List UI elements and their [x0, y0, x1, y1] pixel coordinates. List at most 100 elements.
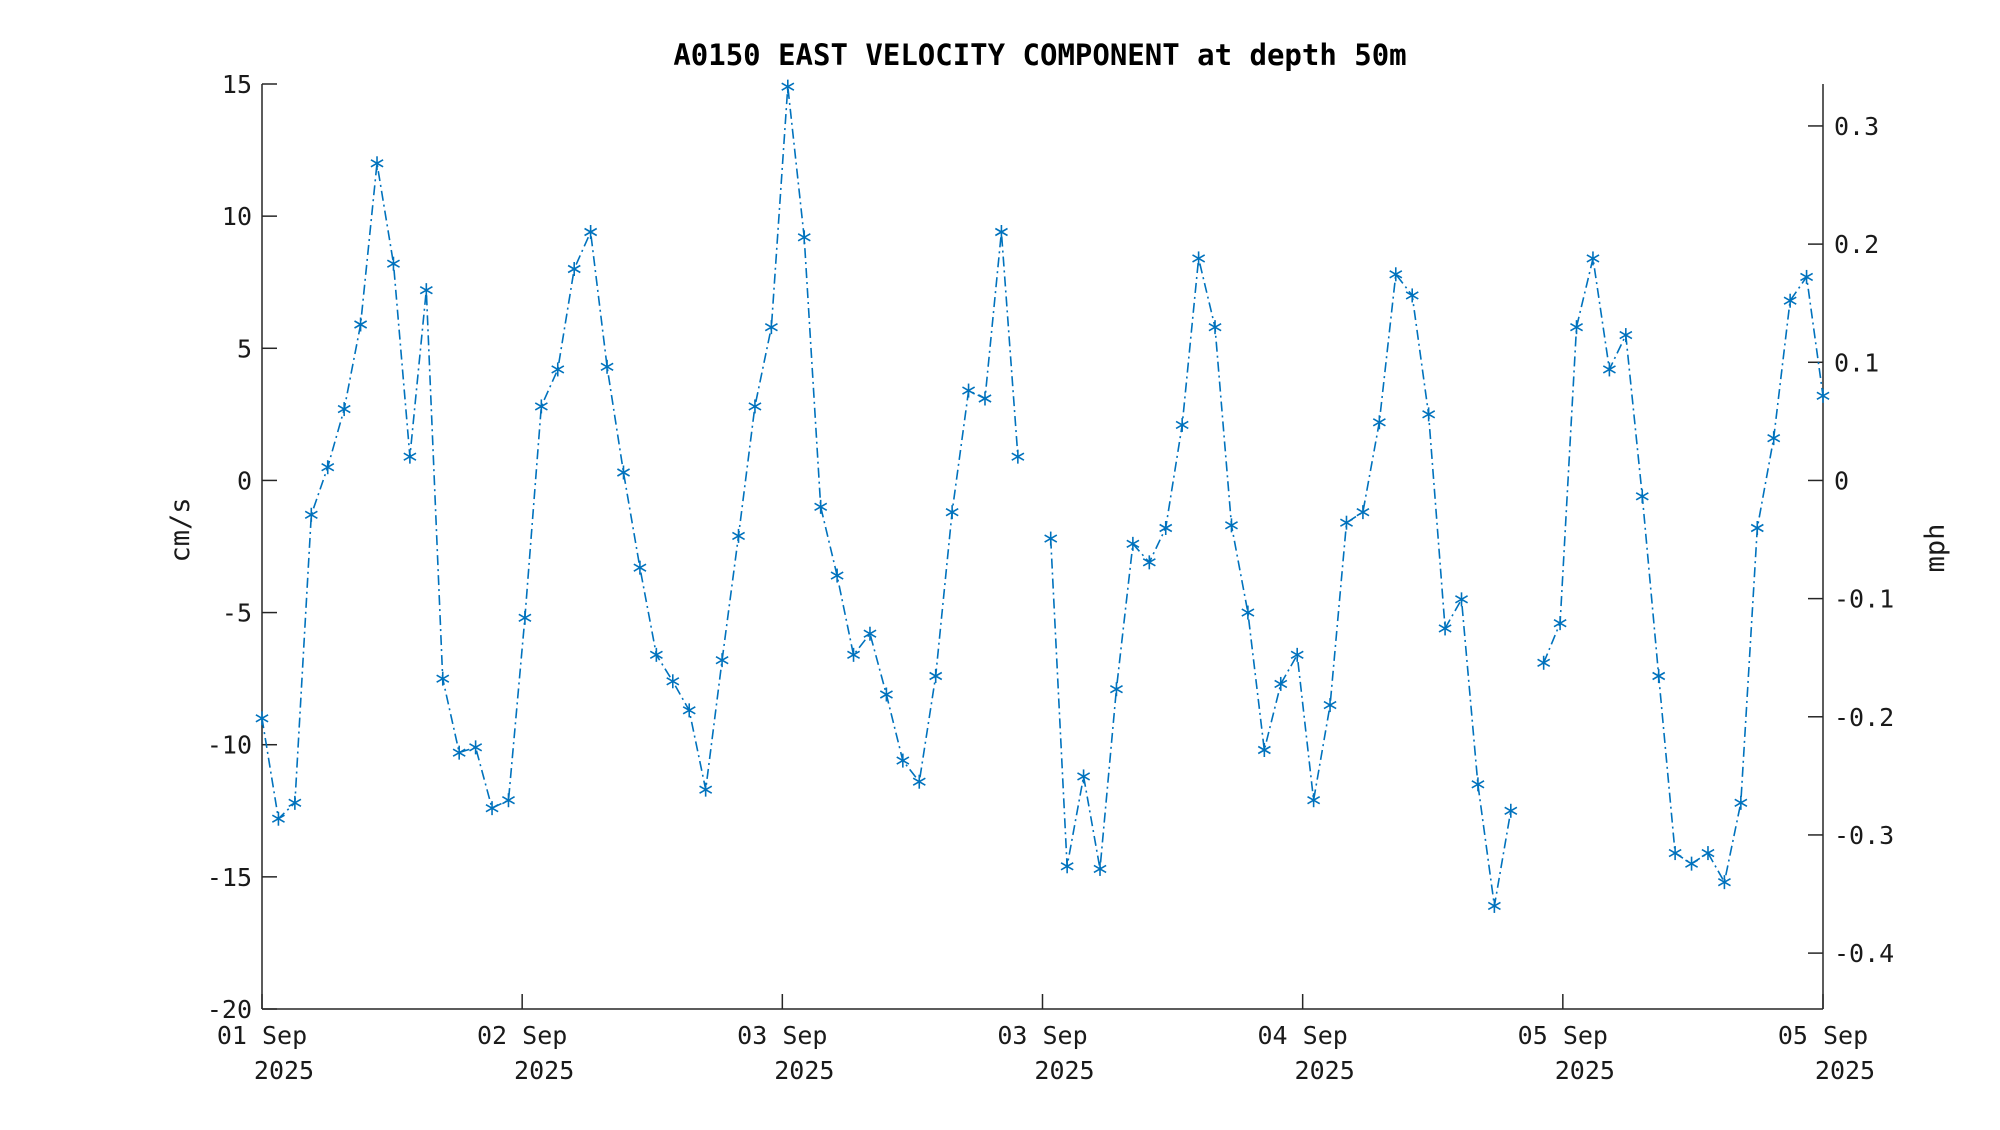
data-point	[1339, 515, 1353, 530]
y2-tick-label: 0	[1834, 466, 1849, 495]
data-point	[1553, 616, 1567, 631]
data-point	[1438, 621, 1452, 636]
data-point	[600, 359, 614, 374]
data-point	[649, 647, 663, 662]
data-point	[1011, 449, 1025, 464]
data-point	[896, 753, 910, 768]
x-tick-label-year: 2025	[1815, 1056, 1875, 1085]
data-point	[1537, 655, 1551, 670]
data-point	[863, 626, 877, 641]
data-point	[1323, 698, 1337, 713]
data-point	[354, 317, 368, 332]
data-point	[567, 262, 581, 276]
y-tick-label: 0	[237, 466, 252, 495]
y2-tick-label: 0.2	[1834, 230, 1879, 259]
data-point	[699, 782, 713, 797]
y2-tick-label: -0.2	[1834, 703, 1894, 732]
y-tick-label: 5	[237, 334, 252, 363]
data-point	[1717, 875, 1731, 890]
data-point	[764, 320, 778, 335]
data-point	[1652, 669, 1666, 683]
y-tick-label: -20	[207, 995, 252, 1024]
data-point	[1257, 743, 1271, 757]
data-point	[1224, 518, 1238, 533]
data-point	[386, 256, 400, 271]
x-tick-label-date: 05 Sep	[1778, 1021, 1868, 1050]
data-point	[781, 79, 795, 94]
data-point	[1619, 328, 1633, 343]
data-point	[534, 399, 548, 414]
data-point	[666, 674, 680, 689]
y2-tick-label: -0.1	[1834, 585, 1894, 614]
data-point	[1455, 592, 1468, 607]
data-point	[1816, 388, 1830, 403]
data-point	[978, 391, 992, 406]
data-point	[419, 283, 433, 298]
data-point	[1635, 489, 1649, 504]
y-tick-label: 15	[222, 70, 252, 99]
data-point	[1783, 293, 1797, 308]
axes: 15 10 5 0 -5 -10 -15 -20 0.3 0.2 0.1 0 -0.1 -0.2 -0.3 -…	[207, 70, 1894, 1085]
data-point	[1767, 431, 1781, 446]
data-point	[501, 793, 515, 808]
data-point	[994, 225, 1008, 239]
data-point	[1126, 536, 1140, 551]
data-point	[1044, 531, 1058, 546]
data-point	[255, 711, 269, 726]
data-point	[1734, 795, 1748, 810]
y-tick-label: -10	[207, 731, 252, 760]
x-tick-label-date: 02 Sep	[477, 1021, 567, 1050]
data-point	[1274, 676, 1288, 691]
data-point	[452, 745, 466, 760]
data-point	[1800, 269, 1814, 284]
data-point	[321, 460, 335, 475]
data-point	[1142, 555, 1156, 570]
data-point	[1356, 505, 1370, 520]
x-tick-label-date: 03 Sep	[737, 1021, 827, 1050]
y2-tick-label: 0.1	[1834, 348, 1879, 377]
y-tick-label: -5	[222, 599, 252, 628]
data-point	[682, 703, 696, 718]
y2-axis-label: mph	[1920, 524, 1951, 573]
data-point	[1307, 793, 1321, 808]
data-point	[551, 362, 565, 377]
data-point	[436, 671, 450, 686]
data-point	[1389, 267, 1403, 282]
x-tick-label-date: 03 Sep	[997, 1021, 1087, 1050]
data-point	[830, 568, 844, 583]
x-tick-label-date: 05 Sep	[1518, 1021, 1608, 1050]
x-tick-label-year: 2025	[774, 1056, 834, 1085]
series-line	[261, 86, 1824, 907]
data-point	[485, 801, 499, 816]
data-point	[1372, 415, 1386, 430]
data-point	[1668, 846, 1682, 861]
data-point	[1471, 777, 1485, 792]
data-point	[633, 560, 647, 575]
data-point	[1405, 288, 1419, 303]
data-point	[748, 399, 762, 414]
data-point	[1504, 803, 1518, 818]
data-point	[1159, 521, 1173, 535]
x-tick-label-date: 04 Sep	[1258, 1021, 1348, 1050]
data-point	[1422, 407, 1436, 422]
data-point	[1077, 769, 1091, 784]
y2-tick-label: 0.3	[1834, 112, 1879, 141]
y-tick-label: 10	[222, 202, 252, 231]
data-point	[1109, 682, 1123, 697]
data-point	[847, 647, 861, 662]
plot-area	[255, 79, 1830, 913]
data-point	[370, 156, 384, 171]
data-point	[1685, 856, 1699, 871]
y2-tick-label: -0.4	[1834, 939, 1894, 968]
data-point	[797, 230, 811, 245]
data-point	[814, 499, 828, 514]
data-point	[879, 687, 893, 702]
data-point	[1093, 861, 1107, 876]
data-point	[732, 528, 746, 543]
y2-tick-label: -0.3	[1834, 821, 1894, 850]
data-point	[1602, 362, 1616, 377]
data-point	[469, 740, 483, 755]
data-point	[1586, 251, 1600, 266]
data-point	[1487, 898, 1501, 913]
